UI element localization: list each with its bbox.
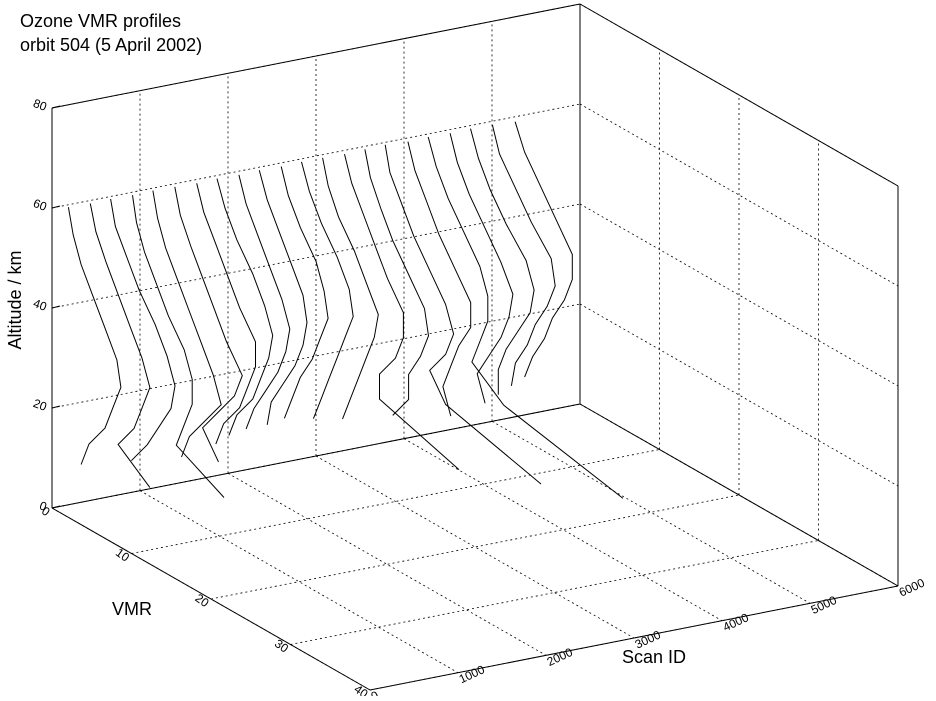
profile-line — [427, 136, 624, 499]
z-tick-label: 20 — [31, 396, 49, 414]
grid-line — [579, 403, 899, 587]
grid-line — [579, 103, 899, 287]
profile-line — [491, 124, 556, 386]
profile-line — [280, 166, 329, 419]
chart-title: Ozone VMR profiles — [20, 11, 181, 31]
axis-line — [51, 3, 581, 109]
profile-line — [364, 149, 430, 416]
profile-line — [344, 153, 460, 470]
grid-line — [51, 507, 371, 691]
x-axis-label: VMR — [112, 599, 152, 619]
profile-line — [67, 207, 122, 465]
profile-line — [89, 203, 151, 488]
profile-line — [470, 128, 535, 395]
grid-line — [403, 438, 723, 622]
grid-line — [139, 490, 459, 674]
profile-line — [514, 121, 573, 378]
grid-line — [579, 3, 899, 187]
grid-line — [227, 472, 547, 656]
chart-subtitle: orbit 504 (5 April 2002) — [20, 35, 202, 55]
profile-line — [132, 195, 225, 498]
profile-line — [384, 144, 542, 485]
z-tick-label: 0 — [38, 498, 49, 514]
grid-line — [579, 203, 899, 387]
profile-line — [449, 133, 514, 404]
profile-line — [258, 170, 308, 425]
z-tick-label: 60 — [31, 196, 49, 214]
z-tick-label: 40 — [31, 296, 49, 314]
profile-line — [174, 186, 243, 463]
z-tick-label: 80 — [31, 96, 49, 114]
grid-line — [579, 303, 899, 487]
profile-line — [110, 198, 176, 462]
profile-line — [196, 183, 256, 445]
y-axis-label: Scan ID — [622, 647, 686, 667]
profile-line — [238, 174, 291, 430]
profile-line — [301, 161, 354, 419]
grid-line — [491, 420, 811, 604]
grid-line — [315, 455, 635, 639]
profile-line — [216, 178, 274, 436]
profile-line — [407, 141, 472, 417]
profile-line — [152, 190, 222, 458]
z-axis-label: Altitude / km — [5, 250, 25, 349]
profile-line — [322, 157, 379, 420]
